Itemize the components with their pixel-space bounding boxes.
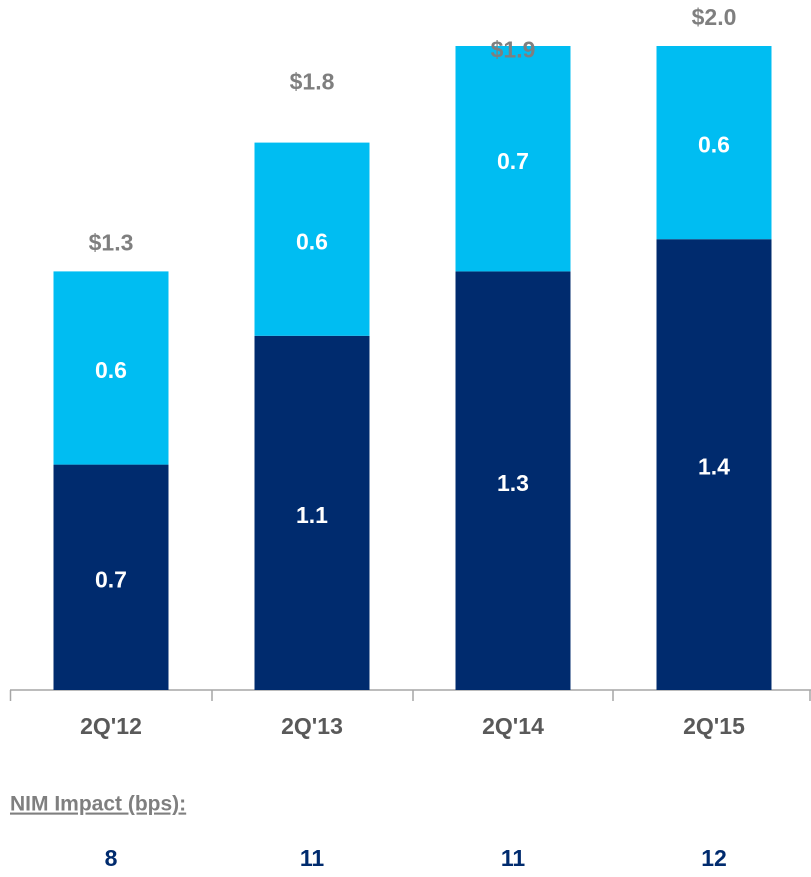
segment-label: 0.6 (296, 228, 328, 254)
total-label: $1.8 (290, 68, 335, 94)
nim-label: NIM Impact (bps): (10, 793, 186, 816)
nim-value: 8 (105, 845, 118, 871)
bar-segment (455, 46, 571, 272)
total-label: $1.9 (491, 36, 536, 62)
bar-segment (254, 142, 370, 336)
bar-segment (53, 464, 169, 690)
bar-segment (656, 46, 772, 240)
nim-value: 12 (701, 845, 727, 871)
total-label: $2.0 (692, 4, 737, 30)
x-tick-label: 2Q'15 (683, 713, 745, 739)
segment-label: 0.6 (698, 132, 730, 158)
x-tick-label: 2Q'12 (80, 713, 142, 739)
bar-segment (53, 271, 169, 465)
nim-value: 11 (300, 845, 325, 871)
segment-label: 1.4 (698, 454, 730, 480)
total-label: $1.3 (89, 229, 134, 255)
bar-segment (656, 239, 772, 690)
segment-label: 1.3 (497, 470, 529, 496)
axis-ticks (9, 690, 811, 701)
x-tick-label: 2Q'14 (482, 713, 544, 739)
segment-label: 1.1 (296, 502, 328, 528)
nim-value: 11 (501, 845, 526, 871)
segment-label: 0.7 (497, 148, 529, 174)
segment-label: 0.6 (95, 357, 127, 383)
bar-segment (455, 271, 571, 690)
bar-segment (254, 335, 370, 690)
x-tick-label: 2Q'13 (281, 713, 343, 739)
segment-label: 0.7 (95, 566, 127, 592)
